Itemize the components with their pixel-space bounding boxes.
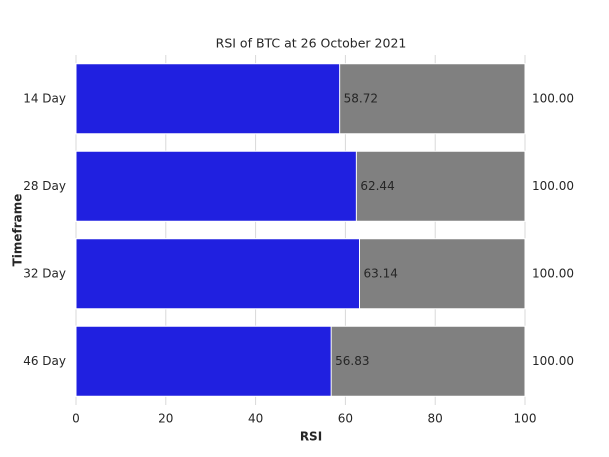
x-tick-label: 80 bbox=[428, 412, 443, 426]
y-tick-label: 14 Day bbox=[23, 91, 66, 105]
y-axis-label: Timeframe bbox=[11, 194, 25, 267]
value-label: 63.14 bbox=[363, 266, 397, 280]
x-tick-label: 0 bbox=[72, 412, 80, 426]
value-label: 62.44 bbox=[360, 179, 394, 193]
x-axis-label: RSI bbox=[300, 430, 322, 444]
y-tick-label: 28 Day bbox=[23, 179, 66, 193]
value-label: 100.00 bbox=[532, 266, 574, 280]
value-label: 100.00 bbox=[532, 179, 574, 193]
x-tick-label: 40 bbox=[248, 412, 263, 426]
value-label: 100.00 bbox=[532, 91, 574, 105]
x-tick-label: 60 bbox=[338, 412, 353, 426]
value-label: 58.72 bbox=[344, 91, 378, 105]
x-tick-label: 20 bbox=[158, 412, 173, 426]
value-label: 56.83 bbox=[335, 354, 369, 368]
y-tick-label: 46 Day bbox=[23, 354, 66, 368]
bar bbox=[75, 238, 360, 310]
value-label: 100.00 bbox=[532, 354, 574, 368]
bar bbox=[75, 325, 332, 397]
bar bbox=[75, 63, 341, 135]
chart-title: RSI of BTC at 26 October 2021 bbox=[216, 36, 407, 51]
bar bbox=[75, 150, 357, 222]
x-tick-label: 100 bbox=[514, 412, 537, 426]
y-tick-label: 32 Day bbox=[23, 266, 66, 280]
